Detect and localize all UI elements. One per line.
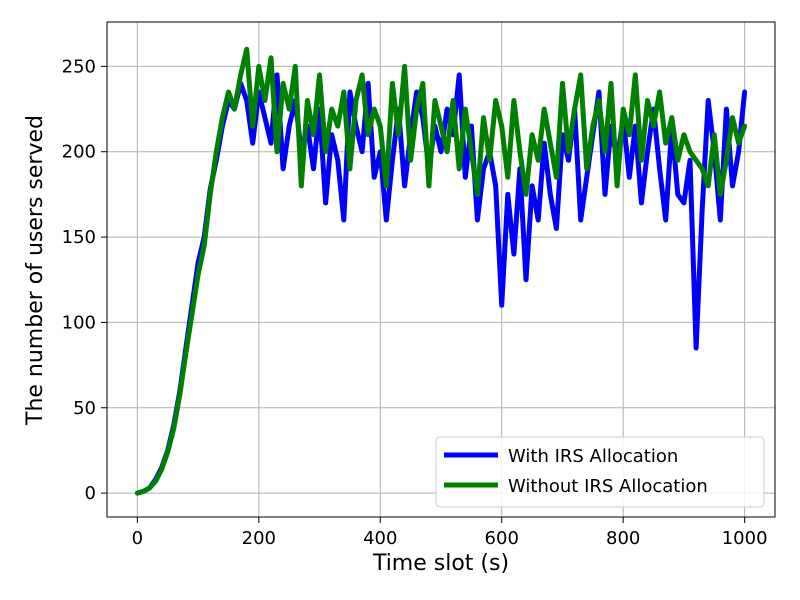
x-tick-label: 600 bbox=[485, 528, 519, 549]
x-tick-label: 1000 bbox=[722, 528, 768, 549]
x-tick-label: 0 bbox=[132, 528, 143, 549]
x-axis-label: Time slot (s) bbox=[372, 551, 509, 576]
y-axis-label: The number of users served bbox=[23, 115, 48, 426]
y-tick-label: 0 bbox=[85, 483, 96, 504]
series-lines bbox=[134, 46, 748, 496]
series-line-without-irs bbox=[134, 46, 748, 496]
x-tick-label: 800 bbox=[606, 528, 640, 549]
y-tick-label: 200 bbox=[62, 142, 96, 163]
y-tick-label: 250 bbox=[62, 56, 96, 77]
y-tick-label: 150 bbox=[62, 227, 96, 248]
legend-box bbox=[435, 436, 765, 508]
legend-label-without-irs: Without IRS Allocation bbox=[508, 476, 708, 497]
y-tick-label: 100 bbox=[62, 312, 96, 333]
x-tick-label: 200 bbox=[242, 528, 276, 549]
x-tick-label: 400 bbox=[363, 528, 397, 549]
y-tick-label: 50 bbox=[73, 398, 96, 419]
plot-background bbox=[107, 22, 775, 517]
legend: With IRS Allocation Without IRS Allocati… bbox=[435, 436, 765, 508]
legend-label-with-irs: With IRS Allocation bbox=[508, 446, 678, 467]
axis-ticks: 0 200 400 600 800 1000 0 50 100 150 200 250 bbox=[62, 56, 768, 549]
plot-frame bbox=[106, 21, 776, 518]
